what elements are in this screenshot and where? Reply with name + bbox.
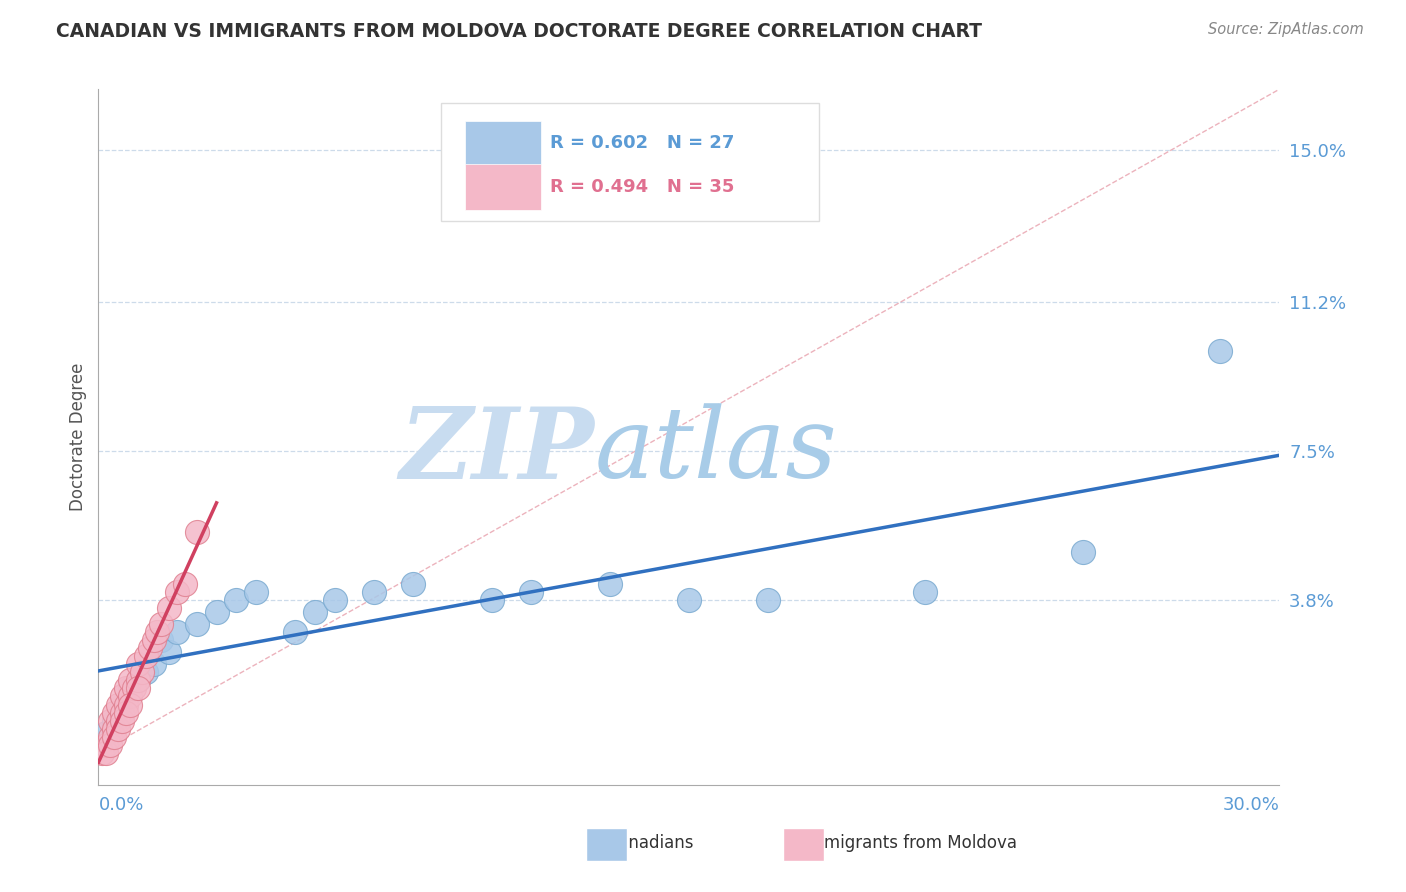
- Point: [127, 673, 149, 688]
- Point: [98, 730, 121, 744]
- Point: [150, 617, 173, 632]
- Point: [107, 698, 129, 712]
- Point: [91, 746, 114, 760]
- Point: [142, 657, 165, 672]
- Point: [111, 698, 134, 712]
- Text: R = 0.494   N = 35: R = 0.494 N = 35: [550, 178, 734, 195]
- FancyBboxPatch shape: [441, 103, 818, 221]
- Point: [599, 577, 621, 591]
- Point: [225, 593, 247, 607]
- Text: atlas: atlas: [595, 403, 837, 499]
- Text: CANADIAN VS IMMIGRANTS FROM MOLDOVA DOCTORATE DEGREE CORRELATION CHART: CANADIAN VS IMMIGRANTS FROM MOLDOVA DOCT…: [56, 22, 983, 41]
- Point: [157, 601, 180, 615]
- Text: Immigrants from Moldova: Immigrants from Moldova: [787, 834, 1018, 852]
- Point: [138, 641, 160, 656]
- Point: [756, 593, 779, 607]
- Point: [166, 585, 188, 599]
- Text: 0.0%: 0.0%: [98, 796, 143, 814]
- Point: [111, 714, 134, 728]
- Point: [127, 657, 149, 672]
- Point: [118, 698, 141, 712]
- Point: [520, 585, 543, 599]
- FancyBboxPatch shape: [464, 164, 541, 210]
- Point: [103, 722, 125, 736]
- Point: [96, 725, 118, 739]
- Point: [157, 645, 180, 659]
- Point: [150, 633, 173, 648]
- Point: [205, 605, 228, 619]
- Point: [914, 585, 936, 599]
- Point: [186, 524, 208, 539]
- Text: Canadians: Canadians: [591, 834, 693, 852]
- Point: [481, 593, 503, 607]
- Point: [284, 625, 307, 640]
- Point: [122, 681, 145, 696]
- Point: [115, 681, 138, 696]
- Point: [304, 605, 326, 619]
- Point: [678, 593, 700, 607]
- Point: [174, 577, 197, 591]
- Point: [131, 665, 153, 680]
- Point: [118, 681, 141, 696]
- Point: [1071, 544, 1094, 558]
- Point: [146, 625, 169, 640]
- Point: [96, 746, 118, 760]
- Point: [363, 585, 385, 599]
- Point: [103, 714, 125, 728]
- Point: [96, 738, 118, 752]
- Point: [118, 690, 141, 704]
- Point: [245, 585, 267, 599]
- Point: [186, 617, 208, 632]
- Y-axis label: Doctorate Degree: Doctorate Degree: [69, 363, 87, 511]
- Point: [103, 730, 125, 744]
- Point: [1209, 343, 1232, 358]
- Point: [107, 722, 129, 736]
- Point: [111, 706, 134, 720]
- Point: [142, 633, 165, 648]
- Text: 30.0%: 30.0%: [1223, 796, 1279, 814]
- Point: [323, 593, 346, 607]
- Point: [98, 738, 121, 752]
- Point: [166, 625, 188, 640]
- Point: [135, 665, 157, 680]
- Point: [127, 673, 149, 688]
- Text: Source: ZipAtlas.com: Source: ZipAtlas.com: [1208, 22, 1364, 37]
- Point: [98, 714, 121, 728]
- Point: [111, 690, 134, 704]
- Point: [402, 577, 425, 591]
- Point: [115, 706, 138, 720]
- Text: R = 0.602   N = 27: R = 0.602 N = 27: [550, 134, 734, 152]
- Point: [118, 673, 141, 688]
- Point: [127, 681, 149, 696]
- Point: [135, 649, 157, 664]
- Point: [115, 698, 138, 712]
- Point: [107, 714, 129, 728]
- Text: ZIP: ZIP: [399, 403, 595, 500]
- Point: [103, 706, 125, 720]
- FancyBboxPatch shape: [464, 120, 541, 166]
